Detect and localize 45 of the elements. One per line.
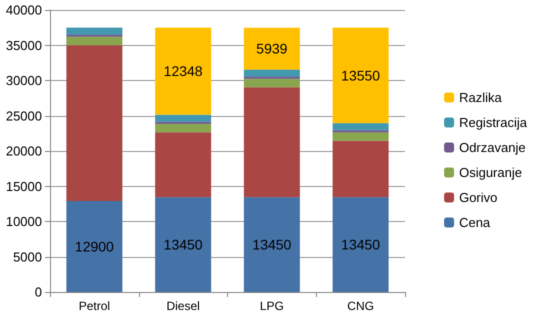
bar xyxy=(244,70,300,77)
y-tick-label: 30000 xyxy=(6,73,42,88)
bar xyxy=(332,123,389,130)
legend-label: Registracija xyxy=(459,115,528,130)
data-label: 5939 xyxy=(256,40,288,57)
bar xyxy=(332,197,389,292)
x-tick-label: CNG xyxy=(347,299,374,313)
bar xyxy=(66,201,122,292)
bar xyxy=(332,132,389,141)
data-label: 12900 xyxy=(74,238,114,255)
bar xyxy=(66,28,122,35)
bar xyxy=(244,87,300,198)
legend-label: Razlika xyxy=(459,90,502,105)
y-tick-label: 15000 xyxy=(6,178,42,194)
bar xyxy=(66,36,122,46)
bar xyxy=(66,45,122,202)
x-tick-label: Petrol xyxy=(78,299,110,313)
data-label: 13450 xyxy=(341,236,380,253)
legend-label: Cena xyxy=(459,215,491,230)
x-tick-label: LPG xyxy=(260,299,284,313)
bar xyxy=(155,114,212,122)
bar xyxy=(244,78,300,88)
bar xyxy=(155,28,212,115)
bar xyxy=(244,197,300,292)
y-tick-label: 5000 xyxy=(13,249,42,264)
bar xyxy=(155,197,212,292)
legend-label: Odrzavanje xyxy=(459,140,526,155)
bar xyxy=(332,28,389,124)
bar xyxy=(332,140,389,198)
data-label: 13450 xyxy=(164,236,203,253)
bar xyxy=(244,28,300,70)
y-tick-label: 10000 xyxy=(6,214,42,229)
y-tick-label: 25000 xyxy=(6,108,42,124)
legend-label: Gorivo xyxy=(459,190,498,205)
y-tick-label: 40000 xyxy=(6,2,42,18)
y-tick-label: 20000 xyxy=(6,144,42,158)
y-tick-label: 0 xyxy=(34,284,42,300)
data-label: 13450 xyxy=(252,236,292,253)
y-tick-label: 35000 xyxy=(6,38,42,53)
data-label: 13550 xyxy=(341,67,380,84)
data-label: 12348 xyxy=(164,63,203,80)
bar xyxy=(155,132,212,198)
x-tick-label: Diesel xyxy=(166,299,200,313)
legend-label: Osiguranje xyxy=(459,165,522,180)
bar xyxy=(155,124,212,132)
